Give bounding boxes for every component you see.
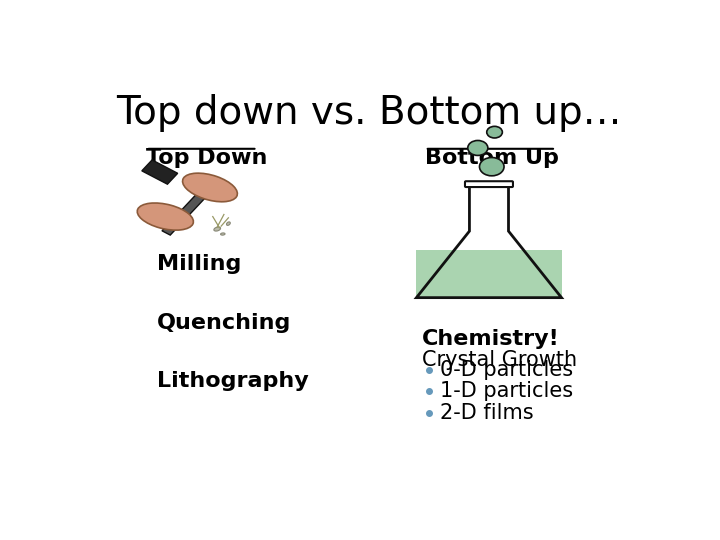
Text: Top down vs. Bottom up…: Top down vs. Bottom up… bbox=[116, 94, 622, 132]
Polygon shape bbox=[162, 181, 217, 235]
Ellipse shape bbox=[138, 203, 194, 230]
Text: 1-D particles: 1-D particles bbox=[441, 381, 574, 401]
Text: Chemistry!: Chemistry! bbox=[422, 329, 559, 349]
Ellipse shape bbox=[214, 227, 220, 231]
Ellipse shape bbox=[480, 158, 504, 176]
PathPatch shape bbox=[416, 250, 562, 298]
Ellipse shape bbox=[183, 173, 238, 202]
Text: Milling: Milling bbox=[157, 254, 241, 274]
Text: 2-D films: 2-D films bbox=[441, 403, 534, 423]
Text: Bottom Up: Bottom Up bbox=[425, 148, 559, 168]
FancyBboxPatch shape bbox=[465, 181, 513, 187]
Text: Top Down: Top Down bbox=[145, 148, 267, 168]
Ellipse shape bbox=[487, 126, 503, 138]
Ellipse shape bbox=[468, 140, 488, 156]
Ellipse shape bbox=[227, 222, 230, 225]
Ellipse shape bbox=[220, 233, 225, 235]
Text: Lithography: Lithography bbox=[157, 371, 309, 391]
Text: Quenching: Quenching bbox=[157, 313, 292, 333]
Polygon shape bbox=[142, 160, 178, 184]
Text: 0-D particles: 0-D particles bbox=[441, 360, 574, 380]
Text: Crystal Growth: Crystal Growth bbox=[422, 349, 577, 369]
